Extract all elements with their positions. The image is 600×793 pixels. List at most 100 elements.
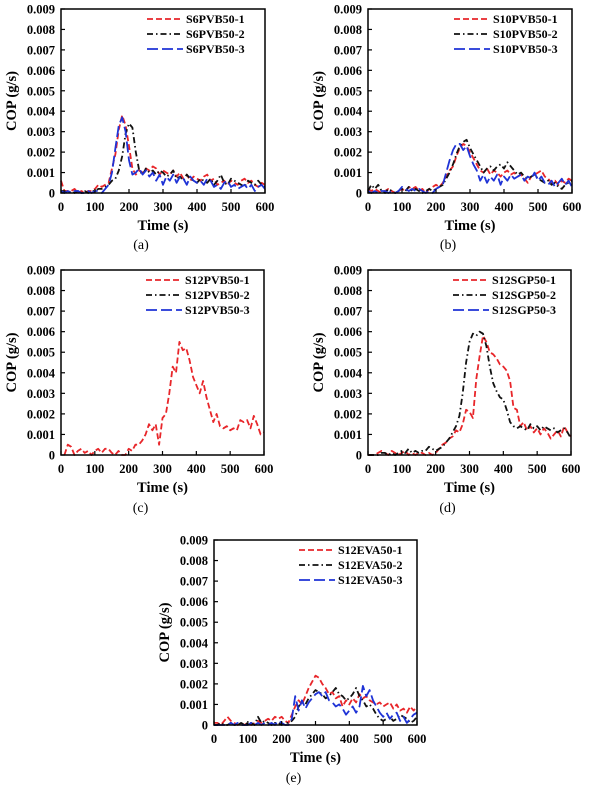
legend-label: S6PVB50-2 xyxy=(186,27,245,41)
x-axis-label: Time (s) xyxy=(444,480,495,496)
y-axis-label: COP (g/s) xyxy=(4,71,20,131)
x-tick-label: 100 xyxy=(393,200,412,214)
x-tick-label: 200 xyxy=(427,200,446,214)
x-tick-label: 100 xyxy=(85,462,104,476)
y-tick-label: 0.003 xyxy=(27,387,55,401)
y-tick-label: 0.001 xyxy=(27,166,55,180)
x-tick-label: 500 xyxy=(222,200,241,214)
x-tick-label: 600 xyxy=(256,200,275,214)
x-tick-label: 400 xyxy=(494,462,513,476)
x-tick-label: 600 xyxy=(255,462,274,476)
series-line-S10PVB50-1 xyxy=(367,142,573,194)
series-group xyxy=(367,138,573,194)
x-tick-label: 500 xyxy=(374,732,393,746)
legend-label: S12SGP50-2 xyxy=(492,288,556,302)
x-tick-label: 100 xyxy=(86,200,105,214)
x-axis-label: Time (s) xyxy=(290,750,341,766)
y-tick-label: 0.008 xyxy=(180,554,208,568)
x-tick-label: 100 xyxy=(238,732,257,746)
x-tick-label: 0 xyxy=(365,200,371,214)
chart-panel-d: 0 100 200 300 400 500 600 0 0.001 0.002 0.003 0.004… xyxy=(311,264,580,517)
x-tick-label: 200 xyxy=(119,462,138,476)
x-tick-label: 600 xyxy=(408,732,427,746)
y-tick-label: 0.001 xyxy=(27,428,55,442)
y-tick-label: 0.002 xyxy=(27,146,55,160)
y-tick-label: 0.007 xyxy=(334,305,362,319)
x-tick-label: 400 xyxy=(187,462,206,476)
y-tick-label: 0.006 xyxy=(27,64,55,78)
x-tick-label: 100 xyxy=(392,462,411,476)
y-tick-label: 0.007 xyxy=(27,305,55,319)
series-line-S10PVB50-3 xyxy=(367,142,573,194)
y-tick-label: 0 xyxy=(356,449,362,463)
y-tick-label: 0.007 xyxy=(180,575,208,589)
panel-caption: (d) xyxy=(439,501,456,516)
legend-label: S10PVB50-1 xyxy=(493,12,558,26)
legend-label: S6PVB50-3 xyxy=(186,42,245,56)
x-tick-label: 300 xyxy=(153,462,172,476)
x-tick-label: 600 xyxy=(563,200,582,214)
legend-label: S12PVB50-1 xyxy=(185,273,250,287)
y-tick-label: 0.003 xyxy=(180,657,208,671)
y-tick-label: 0.005 xyxy=(180,616,208,630)
series-line-S12EVA50-2 xyxy=(214,687,418,726)
x-tick-label: 0 xyxy=(211,732,217,746)
legend-label: S6PVB50-1 xyxy=(186,12,245,26)
y-tick-label: 0.004 xyxy=(180,636,209,650)
y-tick-label: 0.002 xyxy=(334,146,362,160)
y-tick-label: 0.006 xyxy=(334,64,362,78)
x-tick-label: 300 xyxy=(461,200,480,214)
y-tick-label: 0.002 xyxy=(180,677,208,691)
y-tick-label: 0.006 xyxy=(27,325,55,339)
series-line-S12PVB50-1 xyxy=(63,340,265,456)
y-tick-label: 0.008 xyxy=(334,23,362,37)
x-tick-label: 500 xyxy=(528,462,547,476)
chart-panel-a: 0 100 200 300 400 500 600 0 0.001 0.002 0.003 0.004… xyxy=(4,3,274,254)
legend-label: S12SGP50-3 xyxy=(492,303,556,317)
x-tick-label: 300 xyxy=(154,200,173,214)
series-group xyxy=(214,674,418,726)
y-tick-label: 0 xyxy=(49,449,55,463)
y-tick-label: 0.009 xyxy=(334,264,362,278)
y-tick-label: 0.002 xyxy=(334,407,362,421)
y-tick-label: 0.005 xyxy=(334,346,362,360)
x-axis-label: Time (s) xyxy=(445,218,496,234)
series-line-S6PVB50-1 xyxy=(60,114,266,194)
chart-panel-e: 0 100 200 300 400 500 600 0 0.001 0.002 0.003 0.004… xyxy=(157,534,426,787)
series-line-S12SGP50-1 xyxy=(368,334,572,456)
chart-panel-c: 0 100 200 300 400 500 600 0 0.001 0.002 0.003 0.004… xyxy=(4,264,273,517)
y-tick-label: 0.003 xyxy=(334,125,362,139)
y-tick-label: 0.008 xyxy=(27,284,55,298)
y-tick-label: 0 xyxy=(356,187,362,201)
x-tick-label: 0 xyxy=(365,462,371,476)
series-group xyxy=(60,114,266,194)
y-tick-label: 0.005 xyxy=(27,84,55,98)
y-axis-label: COP (g/s) xyxy=(311,71,327,131)
panel-caption: (b) xyxy=(440,238,457,253)
y-tick-label: 0.007 xyxy=(334,43,362,57)
y-tick-label: 0 xyxy=(202,719,208,733)
series-group xyxy=(368,330,572,456)
legend-label: S12EVA50-2 xyxy=(338,558,402,572)
series-line-S10PVB50-2 xyxy=(367,138,573,194)
x-tick-label: 600 xyxy=(562,462,581,476)
legend-label: S12PVB50-2 xyxy=(185,288,250,302)
x-tick-label: 200 xyxy=(272,732,291,746)
x-tick-label: 500 xyxy=(529,200,548,214)
y-tick-label: 0.008 xyxy=(334,284,362,298)
series-line-S12EVA50-3 xyxy=(214,685,418,726)
y-tick-label: 0.006 xyxy=(334,325,362,339)
x-tick-label: 200 xyxy=(426,462,445,476)
x-tick-label: 300 xyxy=(460,462,479,476)
x-tick-label: 400 xyxy=(340,732,359,746)
x-tick-label: 400 xyxy=(495,200,514,214)
y-tick-label: 0.003 xyxy=(334,387,362,401)
y-tick-label: 0.005 xyxy=(27,346,55,360)
legend-label: S10PVB50-3 xyxy=(493,42,558,56)
y-tick-label: 0.009 xyxy=(27,3,55,17)
